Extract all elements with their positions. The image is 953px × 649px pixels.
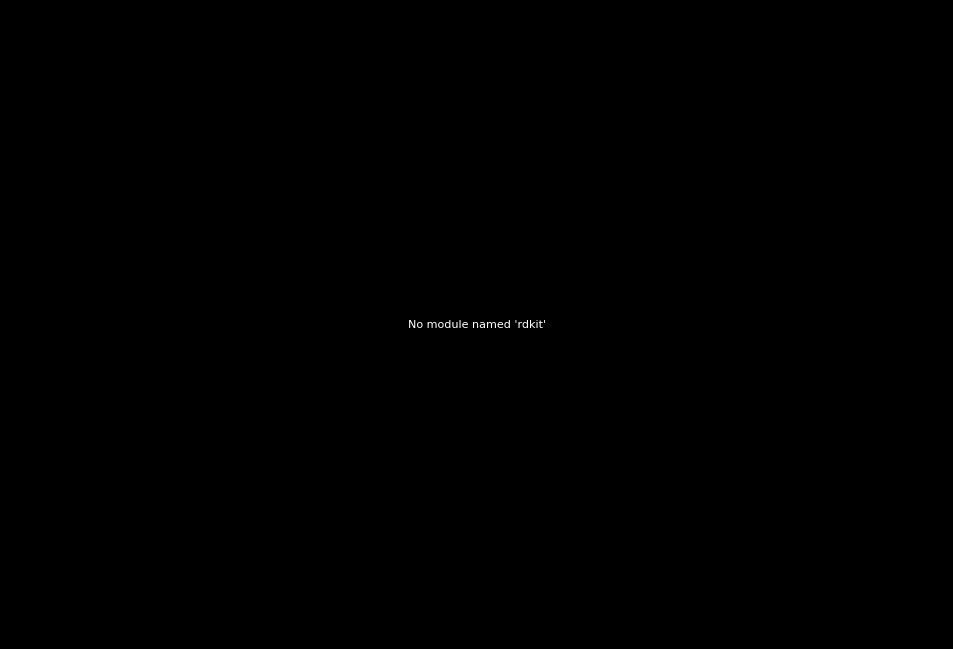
Text: No module named 'rdkit': No module named 'rdkit' (408, 319, 545, 330)
